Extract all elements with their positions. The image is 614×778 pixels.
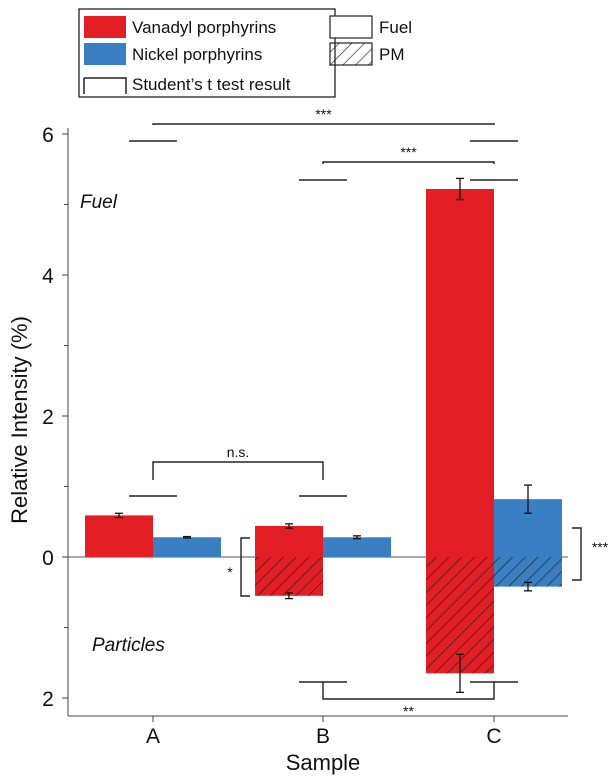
bar: [255, 525, 323, 557]
bars: [85, 188, 562, 674]
x-tick-label: A: [146, 725, 160, 748]
y-ticks: 6 4 2 0 2: [42, 124, 68, 711]
bracket-line: [322, 682, 495, 700]
significance-label: ***: [315, 106, 332, 122]
significance-label: **: [403, 703, 414, 719]
legend-swatch-bracket: [83, 77, 127, 94]
bar-hatch: [494, 557, 562, 587]
legend-label-nickel: Nickel porphyrins: [132, 45, 262, 64]
region-label-fuel: Fuel: [80, 192, 118, 213]
significance-label: ***: [400, 144, 417, 160]
x-axis-title: Sample: [286, 750, 361, 775]
significance-annotations: ******n.s.******: [129, 106, 609, 719]
legend-swatch-vanadyl: [84, 16, 126, 38]
legend-label-ttest: Student’s t test result: [132, 75, 291, 94]
legend: Vanadyl porphyrins Nickel porphyrins Stu…: [78, 8, 412, 98]
y-tick-label: 2: [42, 406, 54, 429]
bracket-line: [322, 161, 495, 164]
bracket-line: [572, 527, 582, 581]
region-label-particles: Particles: [92, 635, 165, 656]
significance-label: n.s.: [227, 444, 250, 460]
legend-label-vanadyl: Vanadyl porphyrins: [132, 18, 276, 37]
y-axis-title: Relative Intensity (%): [7, 316, 32, 524]
bar: [426, 188, 494, 558]
bar: [85, 515, 153, 557]
significance-label: ***: [592, 539, 609, 555]
bar-hatch: [255, 557, 323, 596]
bar: [153, 537, 221, 557]
y-tick-label: 4: [42, 265, 54, 288]
legend-swatch-pm: [329, 42, 373, 66]
y-tick-label: 2: [42, 688, 54, 711]
legend-label-fuel: Fuel: [379, 18, 412, 37]
legend-swatch-fuel: [329, 15, 373, 39]
legend-label-pm: PM: [379, 45, 405, 64]
bracket-line: [152, 461, 324, 480]
x-tick-label: C: [486, 725, 501, 748]
significance-label: *: [227, 564, 233, 580]
bracket-line: [240, 537, 250, 597]
bracket-line: [152, 123, 495, 125]
y-tick-label: 6: [42, 124, 54, 147]
y-tick-label: 0: [42, 547, 54, 570]
x-tick-label: B: [316, 725, 330, 748]
x-ticks: A B C: [146, 716, 502, 748]
bar: [323, 537, 391, 557]
error-bars: [115, 177, 532, 694]
legend-swatch-nickel: [84, 43, 126, 65]
